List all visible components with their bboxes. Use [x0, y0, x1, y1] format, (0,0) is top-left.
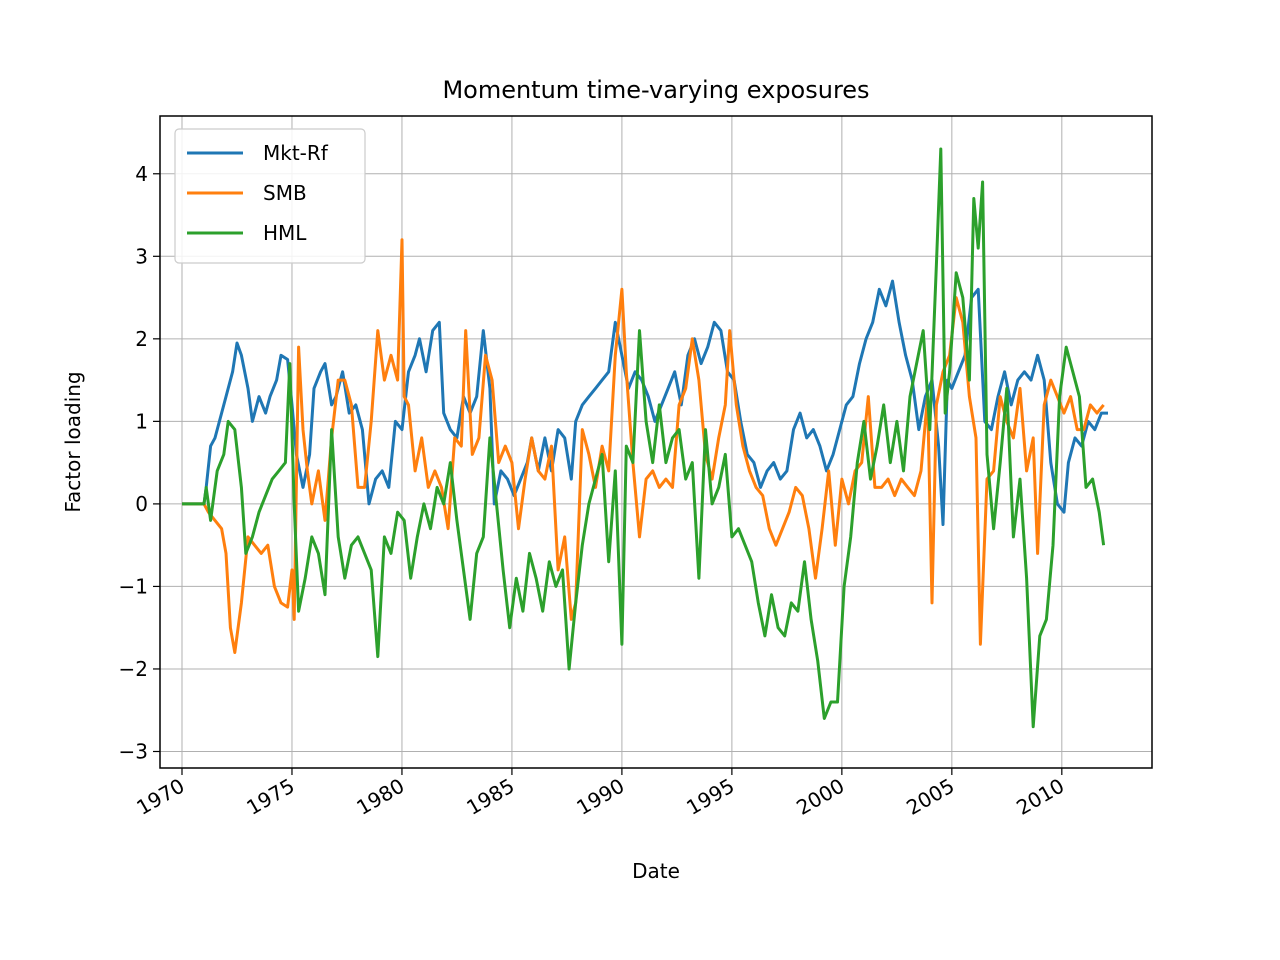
y-axis-title: Factor loading: [61, 371, 85, 512]
series-line-hml: [182, 147, 1106, 729]
legend-label: HML: [263, 221, 307, 245]
series-line-smb: [182, 238, 1105, 654]
y-tick-label: 3: [135, 244, 148, 268]
legend-label: Mkt-Rf: [263, 141, 329, 165]
chart-title: Momentum time-varying exposures: [442, 76, 869, 104]
y-tick-label: 0: [135, 492, 148, 516]
legend: Mkt-Rf SMB HML: [174, 128, 366, 264]
y-tick-label: 4: [135, 162, 148, 186]
legend-box: [174, 128, 366, 264]
x-axis-title: Date: [632, 859, 680, 883]
y-tick-label: −1: [119, 574, 148, 598]
y-tick-label: −3: [119, 739, 148, 763]
legend-label: SMB: [263, 181, 307, 205]
y-tick-label: 1: [135, 409, 148, 433]
y-axis: −3 −2 −1 0 1 2 3 4: [119, 162, 160, 763]
y-tick-label: −2: [119, 657, 148, 681]
plot-lines: [182, 147, 1108, 729]
plot-frame: [159, 115, 1153, 769]
series-line-mkt-rf: [182, 279, 1108, 526]
y-tick-label: 2: [135, 327, 148, 351]
